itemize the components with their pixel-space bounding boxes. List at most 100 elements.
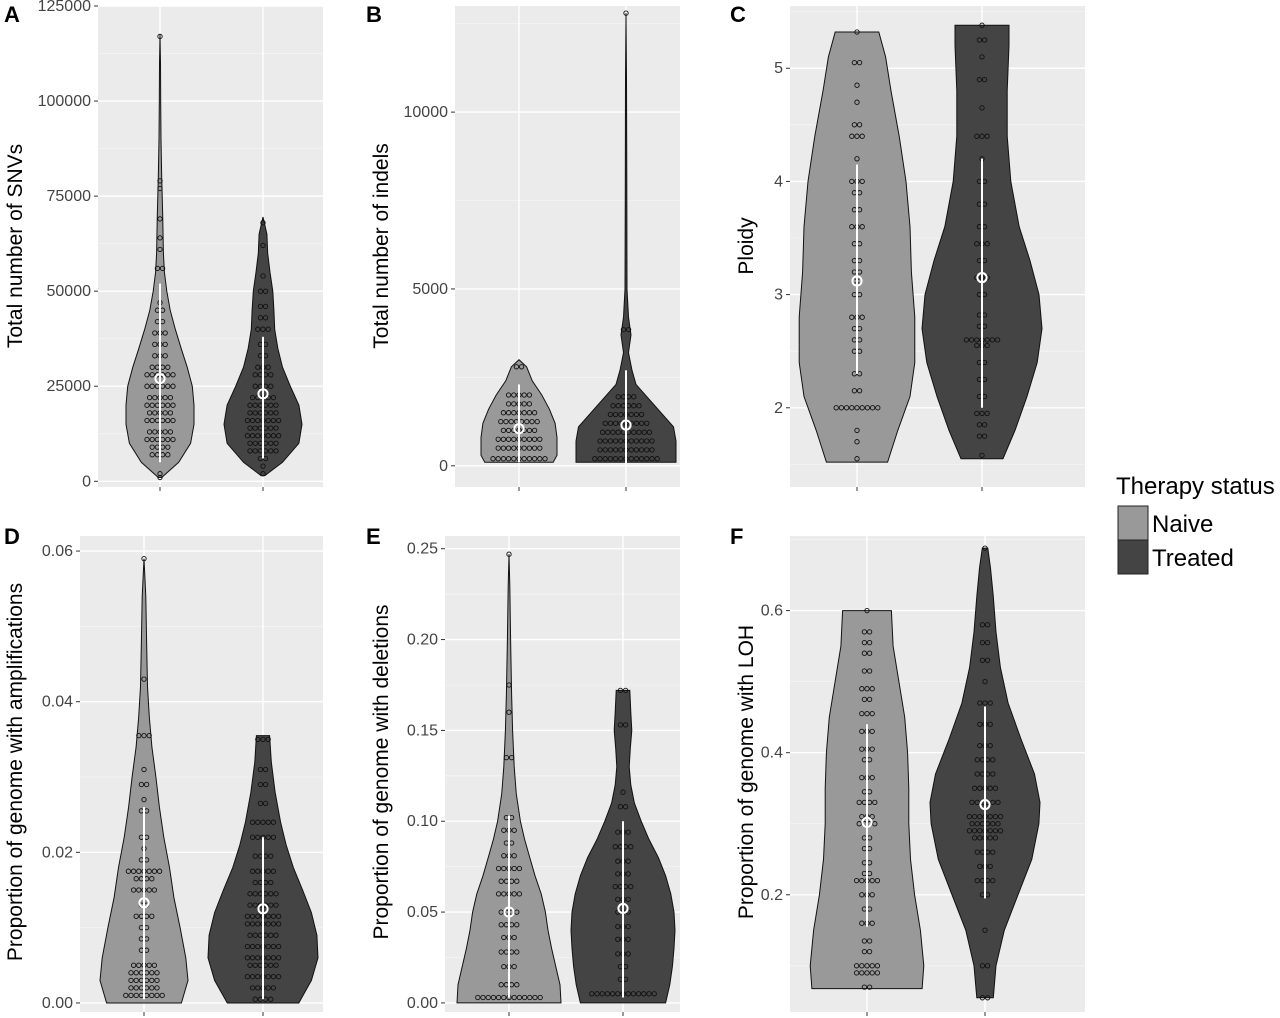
data-point bbox=[859, 728, 865, 735]
data-point bbox=[257, 315, 264, 321]
data-point bbox=[641, 991, 647, 997]
data-point bbox=[610, 429, 616, 435]
data-point bbox=[260, 273, 266, 279]
data-point bbox=[270, 973, 277, 980]
data-point bbox=[249, 921, 256, 927]
data-point bbox=[260, 242, 266, 249]
y-tick-label: 5 bbox=[774, 60, 783, 77]
data-point bbox=[165, 402, 171, 408]
violin-treated bbox=[575, 13, 677, 463]
data-point bbox=[514, 949, 520, 955]
data-point bbox=[257, 800, 264, 807]
data-point bbox=[500, 427, 507, 434]
data-point bbox=[638, 456, 645, 462]
data-point bbox=[270, 985, 277, 991]
data-point bbox=[874, 963, 881, 969]
data-point bbox=[165, 452, 171, 458]
data-point bbox=[646, 429, 653, 435]
data-point bbox=[641, 429, 647, 435]
data-point bbox=[987, 813, 993, 820]
data-point bbox=[244, 955, 251, 961]
data-point bbox=[527, 994, 533, 1001]
data-point bbox=[249, 913, 256, 919]
data-point bbox=[511, 392, 517, 398]
data-point bbox=[146, 868, 152, 874]
data-point bbox=[252, 932, 258, 938]
data-point bbox=[149, 444, 155, 450]
data-point bbox=[498, 922, 504, 928]
data-point bbox=[141, 766, 147, 773]
data-point bbox=[851, 59, 858, 66]
data-point bbox=[607, 420, 614, 426]
data-point bbox=[255, 433, 261, 439]
data-point bbox=[516, 891, 523, 897]
panel-b: 0 5000 10000 B Total number of indels bbox=[366, 2, 680, 491]
panel-e: 0.00 0.05 0.10 0.15 0.20 0.25 E Proportion of g… bbox=[366, 524, 680, 1016]
median-marker bbox=[851, 275, 863, 287]
data-point bbox=[247, 448, 253, 454]
data-point bbox=[531, 456, 538, 462]
data-point bbox=[977, 828, 983, 834]
data-point bbox=[255, 943, 261, 950]
data-point bbox=[861, 629, 868, 635]
data-point bbox=[128, 970, 134, 976]
data-point bbox=[249, 943, 256, 950]
y-tick-label: 0.00 bbox=[407, 995, 438, 1012]
data-point bbox=[633, 438, 640, 444]
data-point bbox=[146, 429, 153, 435]
data-point bbox=[133, 913, 139, 919]
data-point bbox=[989, 337, 996, 343]
data-point bbox=[974, 274, 980, 281]
data-point bbox=[255, 819, 261, 825]
data-point bbox=[612, 420, 619, 426]
y-tick-label: 125000 bbox=[38, 0, 91, 15]
data-point bbox=[270, 819, 277, 825]
data-point bbox=[273, 891, 279, 897]
data-point bbox=[255, 973, 261, 980]
data-point bbox=[265, 364, 271, 370]
data-point bbox=[625, 829, 631, 835]
data-point bbox=[992, 813, 999, 820]
data-point bbox=[255, 834, 261, 840]
data-point bbox=[521, 436, 527, 442]
y-tick-label: 100000 bbox=[38, 93, 91, 110]
data-point bbox=[974, 849, 980, 855]
data-point bbox=[143, 781, 150, 788]
data-point bbox=[633, 456, 640, 462]
data-point bbox=[495, 865, 502, 872]
data-point bbox=[620, 789, 626, 795]
data-point bbox=[531, 436, 538, 442]
data-point bbox=[146, 410, 153, 416]
y-axis-title: Proportion of genome with LOH bbox=[735, 625, 758, 919]
data-point bbox=[149, 383, 155, 389]
data-point bbox=[136, 732, 142, 739]
data-point bbox=[157, 33, 163, 40]
data-point bbox=[651, 991, 657, 997]
data-point bbox=[869, 774, 875, 781]
data-point bbox=[987, 828, 993, 834]
data-point bbox=[146, 962, 152, 968]
data-point bbox=[252, 853, 258, 859]
data-point bbox=[990, 799, 996, 806]
data-point bbox=[982, 678, 988, 685]
data-point bbox=[854, 439, 860, 445]
data-point bbox=[977, 785, 983, 791]
data-point bbox=[128, 985, 134, 991]
data-point bbox=[152, 341, 158, 348]
data-point bbox=[273, 448, 279, 454]
data-point bbox=[963, 337, 970, 343]
data-point bbox=[249, 985, 256, 991]
data-point bbox=[976, 433, 983, 439]
data-point bbox=[252, 902, 258, 908]
data-point bbox=[974, 771, 980, 777]
data-point bbox=[864, 405, 871, 411]
y-tick-label: 0.04 bbox=[42, 694, 73, 711]
median-marker bbox=[154, 373, 166, 385]
data-point bbox=[597, 456, 603, 462]
data-point bbox=[838, 405, 845, 411]
data-point bbox=[604, 991, 611, 997]
data-point bbox=[537, 456, 543, 462]
data-point bbox=[260, 819, 266, 825]
data-point bbox=[856, 388, 863, 394]
data-point bbox=[618, 456, 624, 462]
